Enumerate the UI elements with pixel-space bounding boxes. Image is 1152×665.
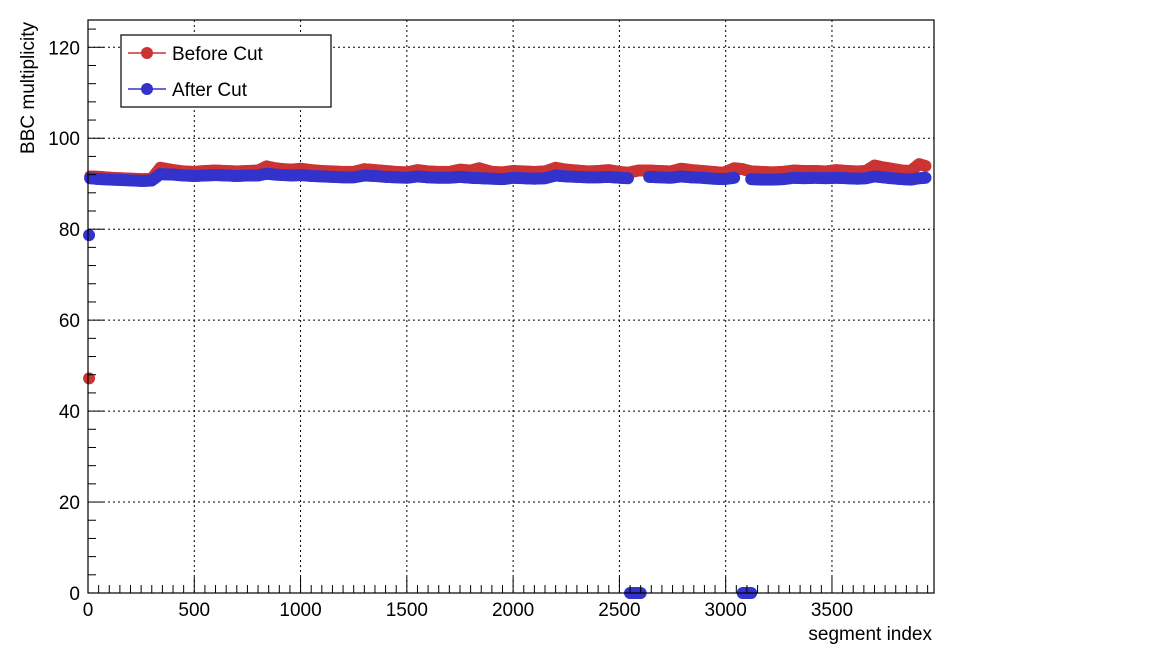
legend-swatch-before-cut [141, 47, 153, 59]
y-tick-label: 20 [59, 493, 80, 514]
data-point [728, 171, 741, 184]
data-point [83, 372, 96, 385]
legend-box [120, 34, 332, 108]
x-tick-label: 1500 [386, 600, 428, 621]
x-tick-label: 0 [83, 600, 94, 621]
y-tick-label: 60 [59, 311, 80, 332]
y-axis-title: BBC multiplicity [18, 22, 39, 154]
x-tick-label: 3000 [705, 600, 747, 621]
x-tick-label: 3500 [811, 600, 853, 621]
x-tick-label: 2500 [598, 600, 640, 621]
legend-label-before-cut: Before Cut [172, 44, 264, 65]
series-layer [83, 158, 932, 599]
legend-swatch-after-cut [141, 83, 153, 95]
x-tick-label: 2000 [492, 600, 534, 621]
y-tick-label: 0 [69, 584, 80, 605]
y-tick-label: 120 [48, 38, 80, 59]
y-tick-label: 40 [59, 402, 80, 423]
y-tick-label: 100 [48, 129, 80, 150]
y-tick-label: 80 [59, 220, 80, 241]
data-point [919, 171, 932, 184]
x-tick-label: 1000 [279, 600, 321, 621]
x-tick-label: 500 [178, 600, 210, 621]
plot-frame [87, 19, 935, 594]
series-after-cut [83, 167, 932, 599]
legend: Before Cut After Cut [120, 34, 332, 108]
legend-label-after-cut: After Cut [172, 80, 248, 101]
series-before-cut [83, 158, 932, 385]
data-point [621, 172, 634, 185]
x-axis-title: segment index [808, 624, 932, 645]
grid-layer [88, 20, 934, 593]
data-point [919, 159, 932, 172]
data-point [83, 229, 96, 242]
axes-layer: 0 500 1000 1500 2000 2500 3000 3500 0 20 40 60 80 100… [48, 28, 929, 621]
